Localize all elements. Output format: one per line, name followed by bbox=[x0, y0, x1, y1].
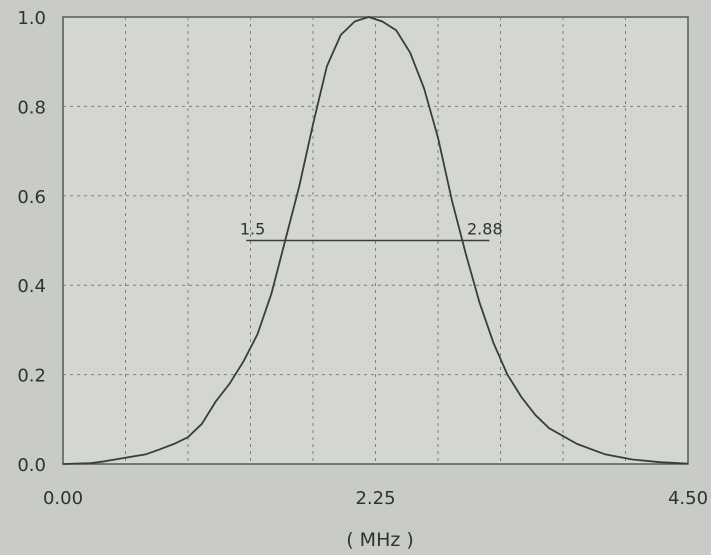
y-tick-label: 1.0 bbox=[17, 8, 46, 29]
annotation-label: 1.5 bbox=[240, 220, 265, 239]
x-tick-labels: 0.00 2.25 4.50 bbox=[43, 488, 708, 509]
x-tick-label: 2.25 bbox=[355, 488, 395, 509]
x-tick-label: 0.00 bbox=[43, 488, 83, 509]
y-tick-label: 0.2 bbox=[17, 366, 46, 387]
x-tick-label: 4.50 bbox=[668, 488, 708, 509]
frequency-response-line bbox=[62, 16, 689, 465]
gridlines bbox=[63, 17, 688, 464]
x-axis-label: ( MHz ) bbox=[346, 529, 414, 551]
series-layer bbox=[62, 16, 689, 465]
y-tick-label: 0.8 bbox=[17, 97, 46, 118]
y-tick-label: 0.4 bbox=[17, 276, 46, 297]
annotation-label: 2.88 bbox=[467, 220, 503, 239]
annotation-layer: 1.5 2.88 bbox=[240, 220, 503, 242]
y-tick-label: 0.0 bbox=[17, 455, 46, 476]
y-tick-labels: 0.0 0.2 0.4 0.6 0.8 1.0 bbox=[17, 8, 46, 476]
y-tick-label: 0.6 bbox=[17, 187, 46, 208]
